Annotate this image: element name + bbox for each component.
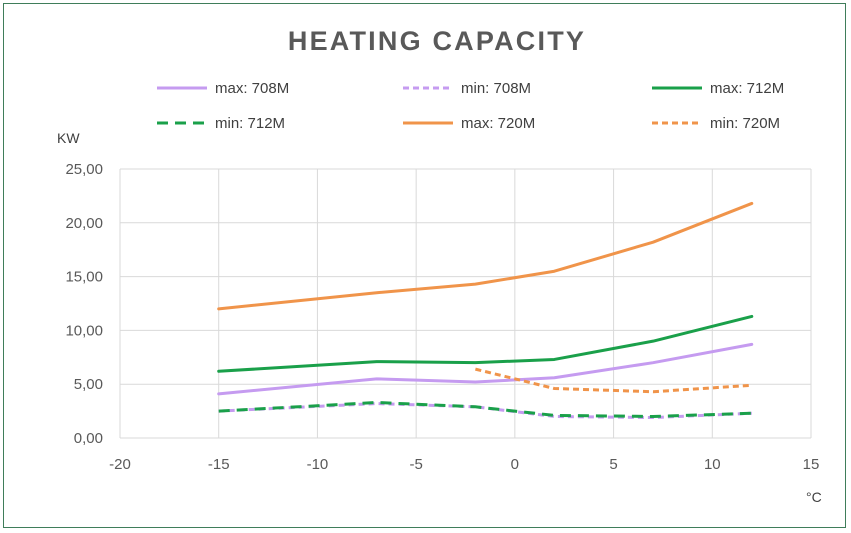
- x-tick-label: 15: [803, 456, 820, 473]
- legend-label-max-720m: max: 720M: [461, 115, 535, 132]
- legend-label-max-712m: max: 712M: [710, 80, 784, 97]
- y-tick-label: 5,00: [74, 376, 103, 393]
- x-tick-label: -5: [409, 456, 422, 473]
- series-line-min-712m: [218, 400, 752, 418]
- x-tick-label: -10: [307, 456, 329, 473]
- series-line-max-712m: [217, 314, 754, 373]
- series-line-min-720m: [475, 367, 752, 394]
- y-tick-label: 25,00: [65, 161, 103, 178]
- chart-frame: [3, 3, 846, 528]
- x-tick-label: 10: [704, 456, 721, 473]
- y-tick-label: 10,00: [65, 322, 103, 339]
- legend-label-min-712m: min: 712M: [215, 115, 285, 132]
- y-tick-label: 0,00: [74, 430, 103, 447]
- x-tick-label: 0: [511, 456, 519, 473]
- legend-label-max-708m: max: 708M: [215, 80, 289, 97]
- x-tick-label: -20: [109, 456, 131, 473]
- chart-title: HEATING CAPACITY: [288, 26, 586, 56]
- x-tick-label: 5: [609, 456, 617, 473]
- x-axis-label: °C: [806, 489, 822, 505]
- series-line-max-708m: [217, 342, 754, 396]
- y-tick-label: 15,00: [65, 269, 103, 286]
- x-tick-label: -15: [208, 456, 230, 473]
- legend-label-min-720m: min: 720M: [710, 115, 780, 132]
- series-line-max-720m: [217, 201, 754, 311]
- y-axis-label: KW: [57, 130, 80, 146]
- legend-label-min-708m: min: 708M: [461, 80, 531, 97]
- y-tick-label: 20,00: [65, 215, 103, 232]
